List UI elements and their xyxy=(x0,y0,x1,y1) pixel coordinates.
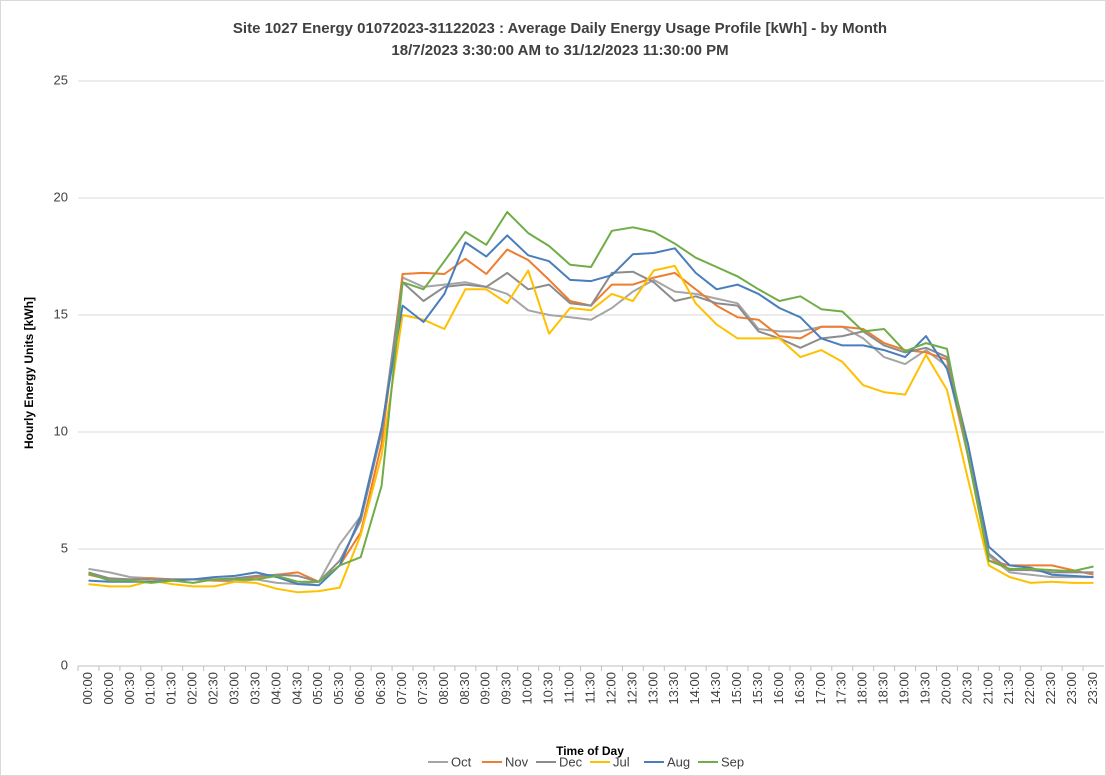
series-line xyxy=(88,211,1094,584)
x-tick-label: 03:00 xyxy=(226,672,241,705)
x-tick-label: 16:30 xyxy=(792,672,807,705)
chart-title: Site 1027 Energy 01072023-31122023 : Ave… xyxy=(233,20,887,37)
x-tick-label: 20:00 xyxy=(938,672,953,705)
x-tick-label: 18:30 xyxy=(876,672,891,705)
y-tick-label: 0 xyxy=(61,657,68,672)
x-tick-label: 02:00 xyxy=(185,672,200,705)
x-tick-label: 10:00 xyxy=(520,672,535,705)
x-axis-label: Time of Day xyxy=(556,744,624,758)
x-tick-label: 01:00 xyxy=(143,672,158,705)
x-tick-label: 17:00 xyxy=(813,672,828,705)
y-axis-label: Hourly Energy Units [kWh] xyxy=(22,297,36,449)
legend-label: Jul xyxy=(613,754,630,769)
x-tick-label: 06:00 xyxy=(352,672,367,705)
x-tick-label: 13:00 xyxy=(645,672,660,705)
x-tick-label: 21:30 xyxy=(1001,672,1016,705)
x-tick-label: 14:00 xyxy=(687,672,702,705)
x-tick-label: 00:00 xyxy=(80,672,95,705)
x-tick-label: 11:00 xyxy=(561,672,576,704)
x-tick-label: 23:00 xyxy=(1064,672,1079,705)
y-tick-label: 15 xyxy=(54,306,68,321)
x-tick-label: 16:00 xyxy=(771,672,786,705)
x-tick-label: 11:30 xyxy=(582,672,597,704)
x-tick-label: 13:30 xyxy=(666,672,681,705)
x-tick-label: 14:30 xyxy=(708,672,723,705)
x-tick-label: 04:30 xyxy=(289,672,304,705)
x-tick-label: 04:00 xyxy=(268,672,283,705)
y-tick-label: 25 xyxy=(54,72,68,87)
legend-label: Sep xyxy=(721,754,744,769)
y-tick-label: 20 xyxy=(54,189,68,204)
x-tick-label: 19:30 xyxy=(917,672,932,705)
legend-label: Oct xyxy=(451,754,472,769)
x-tick-label: 02:30 xyxy=(206,672,221,705)
chart-subtitle: 18/7/2023 3:30:00 AM to 31/12/2023 11:30… xyxy=(391,42,728,59)
x-tick-label: 17:30 xyxy=(834,672,849,705)
x-tick-label: 22:00 xyxy=(1022,672,1037,705)
x-tick-label: 15:00 xyxy=(729,672,744,705)
x-tick-label: 10:30 xyxy=(541,672,556,705)
legend-label: Nov xyxy=(505,754,529,769)
series-line xyxy=(88,270,1094,583)
x-tick-label: 23:30 xyxy=(1085,672,1100,705)
x-tick-label: 09:30 xyxy=(499,672,514,705)
x-tick-label: 06:30 xyxy=(373,672,388,705)
x-tick-label: 07:00 xyxy=(394,672,409,705)
x-tick-label: 20:30 xyxy=(959,672,974,705)
x-tick-label: 19:00 xyxy=(897,672,912,705)
legend-label: Dec xyxy=(559,754,583,769)
y-tick-label: 10 xyxy=(54,423,68,438)
x-tick-label: 09:00 xyxy=(478,672,493,705)
series-line xyxy=(88,234,1094,587)
x-tick-label: 08:30 xyxy=(457,672,472,705)
series-line xyxy=(88,264,1094,594)
x-tick-label: 00:00 xyxy=(101,672,116,705)
x-tick-label: 08:00 xyxy=(436,672,451,705)
x-tick-label: 12:30 xyxy=(624,672,639,705)
x-tick-label: 21:00 xyxy=(980,672,995,705)
x-tick-label: 07:30 xyxy=(415,672,430,705)
y-tick-label: 5 xyxy=(61,540,68,555)
x-tick-label: 03:30 xyxy=(247,672,262,705)
x-tick-label: 12:00 xyxy=(603,672,618,705)
x-tick-label: 00:30 xyxy=(122,672,137,705)
x-tick-label: 05:30 xyxy=(331,672,346,705)
x-tick-label: 15:30 xyxy=(750,672,765,705)
x-tick-label: 05:00 xyxy=(310,672,325,705)
x-tick-label: 22:30 xyxy=(1043,672,1058,705)
x-tick-label: 18:00 xyxy=(855,672,870,705)
legend-label: Aug xyxy=(667,754,690,769)
x-tick-label: 01:30 xyxy=(164,672,179,705)
